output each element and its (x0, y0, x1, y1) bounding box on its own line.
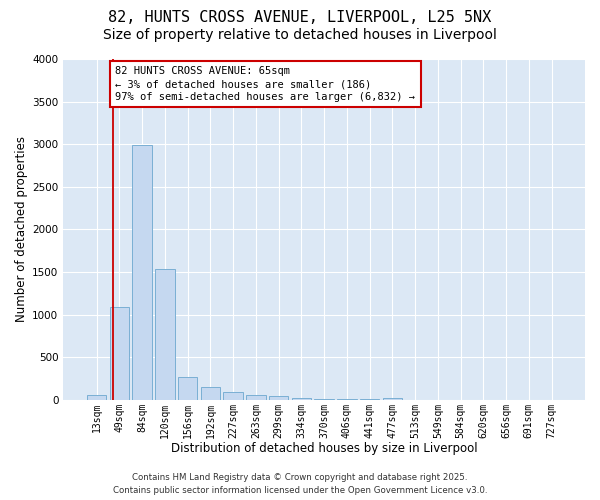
Bar (246, 394, 266, 400)
Bar (201, 387, 220, 400)
Bar (269, 396, 289, 400)
Bar (223, 392, 243, 400)
Bar (87, 395, 106, 400)
Text: 82 HUNTS CROSS AVENUE: 65sqm
← 3% of detached houses are smaller (186)
97% of se: 82 HUNTS CROSS AVENUE: 65sqm ← 3% of det… (115, 66, 415, 102)
Bar (292, 398, 311, 400)
X-axis label: Distribution of detached houses by size in Liverpool: Distribution of detached houses by size … (171, 442, 478, 455)
Y-axis label: Number of detached properties: Number of detached properties (15, 136, 28, 322)
Bar (133, 145, 152, 400)
Text: 82, HUNTS CROSS AVENUE, LIVERPOOL, L25 5NX: 82, HUNTS CROSS AVENUE, LIVERPOOL, L25 5… (109, 10, 491, 25)
Bar (155, 270, 175, 400)
Text: Contains HM Land Registry data © Crown copyright and database right 2025.
Contai: Contains HM Land Registry data © Crown c… (113, 474, 487, 495)
Bar (110, 307, 129, 400)
Bar (178, 377, 197, 400)
Bar (383, 398, 402, 400)
Text: Size of property relative to detached houses in Liverpool: Size of property relative to detached ho… (103, 28, 497, 42)
